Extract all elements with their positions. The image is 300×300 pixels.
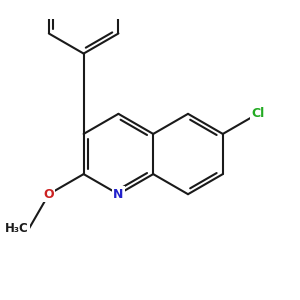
Text: H₃C: H₃C	[5, 223, 29, 236]
Text: Cl: Cl	[251, 107, 264, 120]
Text: N: N	[113, 188, 124, 201]
Text: O: O	[44, 188, 54, 201]
